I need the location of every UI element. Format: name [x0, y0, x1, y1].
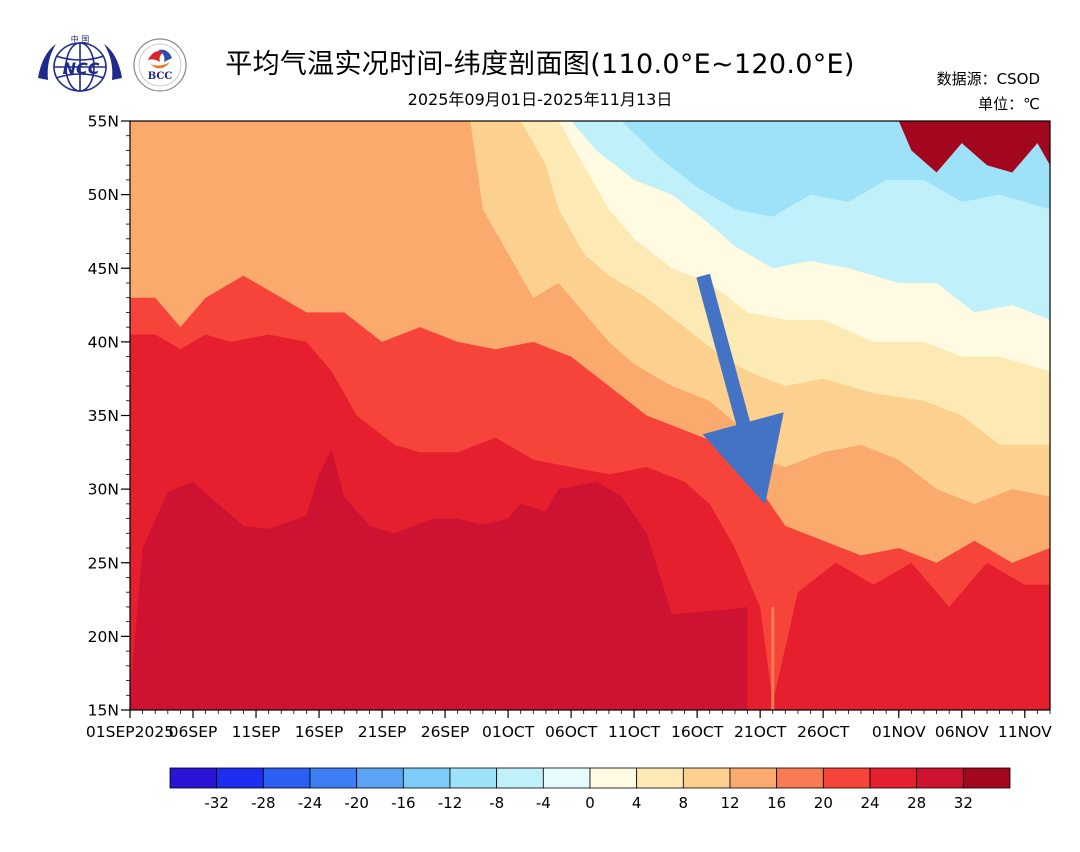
x-tick-label: 16OCT	[671, 723, 724, 741]
colorbar-label: 32	[954, 794, 973, 812]
x-tick-label: 11OCT	[608, 723, 661, 741]
y-axis: 15N 20N 25N 30N 35N 40N 45N 50N 55N	[88, 113, 130, 720]
y-tick-label: 25N	[88, 554, 119, 572]
unit-label: 单位：℃	[978, 95, 1040, 113]
colorbar-label: -8	[489, 794, 504, 812]
colorbar-swatch	[356, 767, 404, 789]
bcc-logo-text: BCC	[148, 71, 173, 82]
bcc-logo: BCC	[133, 38, 187, 92]
x-tick-label: 06NOV	[935, 723, 989, 741]
y-tick-label: 20N	[88, 628, 119, 646]
colorbar-swatch	[542, 767, 591, 789]
colorbar-label: 0	[585, 794, 595, 812]
chart-title: 平均气温实况时间-纬度剖面图(110.0°E~120.0°E)	[225, 49, 855, 80]
colorbar-label: -24	[298, 794, 323, 812]
colorbar-label: -32	[204, 794, 229, 812]
x-tick-label: 16SEP	[295, 723, 344, 741]
y-tick-label: 35N	[88, 407, 119, 425]
colorbar-label: 4	[632, 794, 642, 812]
colorbar-swatch	[729, 767, 778, 789]
contour-band-28	[130, 449, 748, 710]
colorbar-swatch	[869, 767, 918, 789]
x-tick-label: 11NOV	[998, 723, 1052, 741]
colorbar-label: -28	[251, 794, 276, 812]
y-tick-label: 15N	[88, 702, 119, 720]
colorbar-swatch	[402, 767, 451, 789]
colorbar-swatch	[636, 767, 684, 789]
y-tick-label: 55N	[88, 113, 119, 131]
x-tick-label: 26OCT	[797, 723, 850, 741]
ncc-logo-text: NCC	[63, 59, 100, 78]
warm-streak-mark	[771, 606, 775, 710]
colorbar-label: -16	[391, 794, 416, 812]
colorbar-label: -20	[344, 794, 369, 812]
colorbar-label: 28	[907, 794, 926, 812]
ncc-logo: 中 国 NCC	[38, 34, 122, 92]
colorbar-label: 16	[767, 794, 786, 812]
data-source-label: 数据源：CSOD	[936, 70, 1040, 88]
colorbar-swatch	[496, 767, 544, 789]
y-tick-label: 50N	[88, 186, 119, 204]
colorbar-swatch	[169, 767, 218, 789]
y-tick-label: 30N	[88, 481, 119, 499]
colorbar-swatch	[589, 767, 638, 789]
chart-subtitle: 2025年09月01日-2025年11月13日	[407, 90, 673, 109]
colorbar-label: 12	[720, 794, 739, 812]
x-tick-label: 01NOV	[872, 723, 926, 741]
temperature-contours	[130, 121, 1050, 710]
colorbar-swatch	[216, 767, 264, 789]
annotation-arrow	[696, 273, 784, 505]
colorbar-swatch	[916, 767, 964, 789]
colorbar-swatch	[962, 767, 1011, 789]
y-tick-label: 40N	[88, 333, 119, 351]
colorbar-swatch	[262, 767, 311, 789]
colorbar-label: 8	[679, 794, 689, 812]
colorbar-label: 20	[814, 794, 833, 812]
colorbar: -32 -28 -24 -20 -16 -12 -8 -4 0 4 8 12 16 20 24 28 32	[169, 767, 1011, 812]
colorbar-swatch	[309, 767, 358, 789]
colorbar-label: 24	[860, 794, 879, 812]
colorbar-label: -12	[438, 794, 463, 812]
x-tick-label: 21SEP	[358, 723, 407, 741]
x-tick-label: 26SEP	[421, 723, 470, 741]
x-tick-label: 06SEP	[169, 723, 218, 741]
ncc-logo-top-text: 中 国	[71, 34, 90, 44]
colorbar-swatch	[822, 767, 871, 789]
x-tick-label: 06OCT	[545, 723, 598, 741]
y-tick-label: 45N	[88, 260, 119, 278]
x-tick-label: 21OCT	[734, 723, 787, 741]
x-tick-label: 11SEP	[232, 723, 281, 741]
colorbar-label: -4	[536, 794, 551, 812]
colorbar-swatch	[776, 767, 824, 789]
x-tick-label: 01SEP2025	[86, 723, 174, 741]
colorbar-swatch	[449, 767, 498, 789]
cold-air-arrow	[696, 273, 784, 505]
colorbar-swatch	[682, 767, 731, 789]
x-tick-label: 01OCT	[482, 723, 535, 741]
